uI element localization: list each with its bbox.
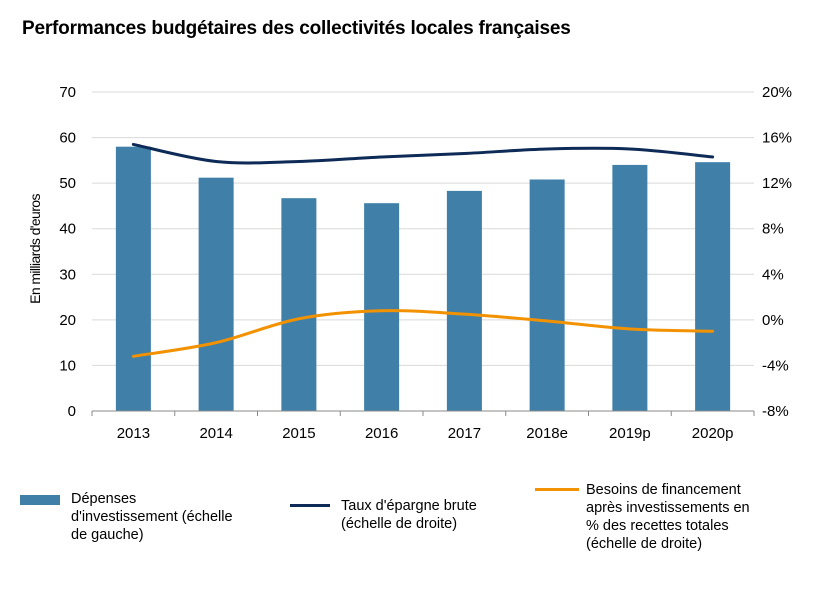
line-besoins-financement xyxy=(131,309,715,358)
right-tick-label: -4% xyxy=(762,357,789,374)
right-tick-label: 4% xyxy=(762,266,784,283)
legend-bar-label: Dépenses d'investissement (échelle de ga… xyxy=(71,491,233,543)
legend-bar-swatch xyxy=(20,495,60,505)
line-taux-epargne-brute xyxy=(131,142,715,165)
x-tick-label: 2015 xyxy=(282,425,315,442)
right-tick-label: 8% xyxy=(762,221,784,238)
bar-depenses-investissement xyxy=(612,164,648,411)
x-tick-label: 2016 xyxy=(365,425,398,442)
left-tick-label: 10 xyxy=(59,357,76,374)
x-tick-label: 2013 xyxy=(117,425,150,442)
right-tick-label: 12% xyxy=(762,175,792,192)
chart-title: Performances budgétaires des collectivit… xyxy=(22,18,571,39)
x-tick-label: 2020p xyxy=(692,425,734,442)
left-tick-label: 30 xyxy=(59,266,76,283)
legend-bar: Dépenses d'investissement (échelle de ga… xyxy=(20,490,280,570)
right-tick-label: 0% xyxy=(762,312,784,329)
bar-depenses-investissement xyxy=(198,177,234,411)
left-tick-label: 0 xyxy=(68,403,76,420)
left-axis-label: En milliards d'euros xyxy=(27,194,43,304)
legend-line-besoins: Besoins de financement après investissem… xyxy=(535,481,825,561)
right-tick-label: -8% xyxy=(762,403,789,420)
bar-depenses-investissement xyxy=(695,162,731,411)
legend-besoins-swatch xyxy=(535,488,579,491)
left-tick-label: 70 xyxy=(59,84,76,101)
legend-epargne-swatch xyxy=(290,504,330,507)
legend-epargne-label: Taux d'épargne brute (échelle de droite) xyxy=(341,498,477,532)
left-tick-label: 20 xyxy=(59,312,76,329)
bar-depenses-investissement xyxy=(364,203,400,411)
x-tick-label: 2014 xyxy=(199,425,232,442)
bar-depenses-investissement xyxy=(529,179,565,411)
right-tick-label: 20% xyxy=(762,84,792,101)
x-tick-label: 2019p xyxy=(609,425,651,442)
x-tick-label: 2018e xyxy=(526,425,568,442)
legend-besoins-label: Besoins de financement après investissem… xyxy=(586,482,750,552)
bar-depenses-investissement xyxy=(281,198,317,411)
x-tick-label: 2017 xyxy=(448,425,481,442)
left-tick-label: 40 xyxy=(59,221,76,238)
left-tick-label: 60 xyxy=(59,130,76,147)
bar-depenses-investissement xyxy=(446,190,482,411)
bar-depenses-investissement xyxy=(115,146,151,411)
right-tick-label: 16% xyxy=(762,130,792,147)
left-tick-label: 50 xyxy=(59,175,76,192)
legend-line-epargne: Taux d'épargne brute (échelle de droite) xyxy=(290,497,510,537)
